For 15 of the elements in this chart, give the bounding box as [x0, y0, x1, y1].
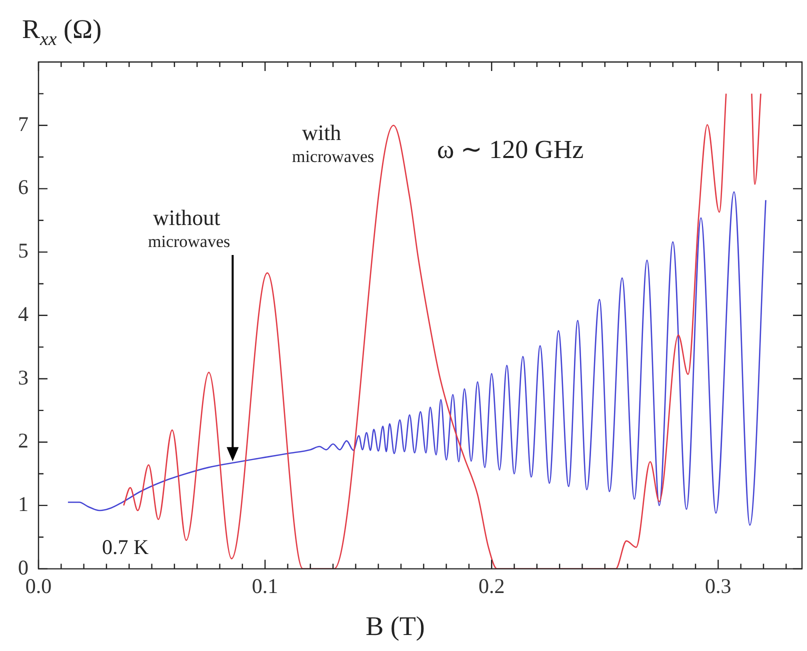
annotation: ω ∼ 120 GHz [437, 135, 584, 164]
x-tick-label: 0.1 [252, 574, 278, 598]
y-tick-label: 7 [18, 112, 28, 136]
annotation: 0.7 K [102, 535, 149, 559]
x-axis-title: B (T) [366, 611, 425, 641]
annotation: without microwaves [148, 205, 230, 251]
y-tick-label: 2 [18, 428, 28, 453]
y-tick-label: 5 [18, 238, 28, 263]
x-tick-label: 0.3 [705, 574, 732, 598]
y-tick-label: 1 [18, 492, 28, 516]
y-tick-label: 3 [18, 365, 28, 390]
y-tick-label: 6 [18, 175, 28, 200]
x-tick-label: 0.2 [478, 574, 505, 598]
annotation: with microwaves [292, 120, 374, 166]
y-tick-label: 4 [18, 302, 29, 326]
